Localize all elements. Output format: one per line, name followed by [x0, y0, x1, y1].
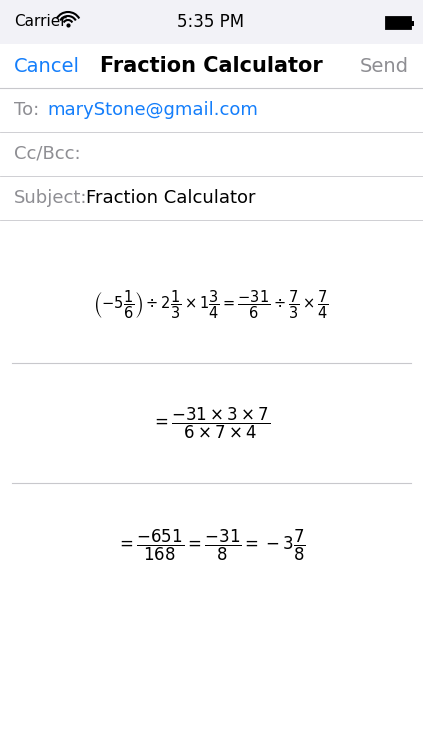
Text: $=\dfrac{-31\times 3\times 7}{6\times 7\times 4}$: $=\dfrac{-31\times 3\times 7}{6\times 7\…	[151, 406, 271, 440]
Text: Fraction Calculator: Fraction Calculator	[100, 56, 322, 76]
FancyBboxPatch shape	[386, 17, 411, 29]
Text: Cancel: Cancel	[14, 56, 80, 76]
Text: Send: Send	[360, 56, 409, 76]
Text: $\left(-5\dfrac{1}{6}\right)\div 2\dfrac{1}{3}\times 1\dfrac{3}{4}=\dfrac{-31}{6: $\left(-5\dfrac{1}{6}\right)\div 2\dfrac…	[93, 289, 329, 321]
FancyBboxPatch shape	[0, 44, 423, 88]
Text: Cc/Bcc:: Cc/Bcc:	[14, 145, 81, 163]
FancyBboxPatch shape	[0, 88, 423, 750]
Text: To:: To:	[14, 101, 39, 119]
Text: maryStone@gmail.com: maryStone@gmail.com	[47, 101, 258, 119]
Text: 5:35 PM: 5:35 PM	[177, 13, 244, 31]
FancyBboxPatch shape	[0, 0, 423, 44]
Text: Carrier: Carrier	[14, 14, 67, 29]
Text: Fraction Calculator: Fraction Calculator	[86, 189, 255, 207]
Text: $=\dfrac{-651}{168}=\dfrac{-31}{8}=-3\dfrac{7}{8}$: $=\dfrac{-651}{168}=\dfrac{-31}{8}=-3\df…	[116, 527, 306, 562]
Text: Subject:: Subject:	[14, 189, 88, 207]
FancyBboxPatch shape	[411, 20, 414, 26]
